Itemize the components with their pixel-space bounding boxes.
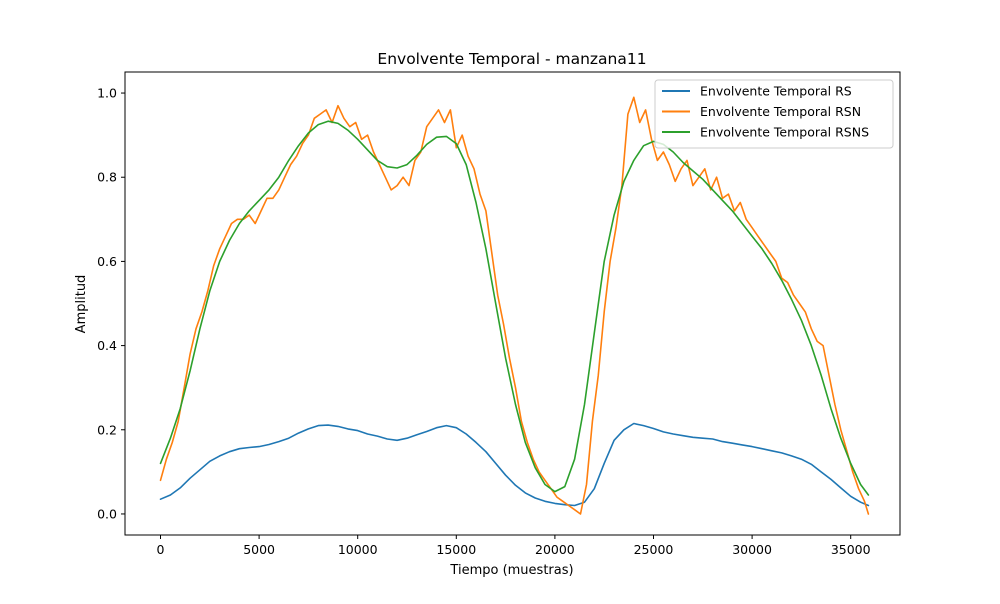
legend-box — [654, 79, 894, 149]
legend-label-3: Envolvente Temporal RSNS — [700, 125, 869, 140]
chart-title: Envolvente Temporal - manzana11 — [377, 50, 646, 68]
x-tick-label: 10000 — [338, 542, 378, 557]
series-layer — [159, 96, 870, 515]
y-tick-label: 0.2 — [97, 422, 117, 437]
y-tick-label: 0.6 — [97, 254, 117, 269]
x-axis-label: Tiempo (muestras) — [449, 563, 573, 578]
series-line-3 — [159, 120, 870, 496]
y-axis: 0.0 0.2 0.4 0.6 0.8 1.0 — [97, 86, 125, 521]
y-axis-label: Amplitud — [74, 275, 89, 334]
plot-frame — [124, 71, 901, 536]
y-tick-label: 1.0 — [97, 86, 117, 101]
x-tick-label: 0 — [157, 542, 165, 557]
x-tick-label: 35000 — [831, 542, 871, 557]
x-axis: 0 5000 10000 15000 20000 25000 30000 35000 — [157, 535, 871, 557]
x-tick-label: 15000 — [436, 542, 476, 557]
series-line-2 — [159, 96, 870, 515]
y-tick-label: 0.8 — [97, 170, 117, 185]
legend-label-1: Envolvente Temporal RS — [700, 84, 852, 99]
x-tick-label: 20000 — [535, 542, 575, 557]
legend-label-2: Envolvente Temporal RSN — [700, 104, 861, 119]
legend-items: Envolvente Temporal RS Envolvente Tempora… — [662, 84, 869, 140]
x-tick-label: 25000 — [634, 542, 674, 557]
x-tick-label: 30000 — [732, 542, 772, 557]
series-line-1 — [159, 422, 870, 507]
x-tick-label: 5000 — [243, 542, 275, 557]
legend: Envolvente Temporal RS Envolvente Tempora… — [654, 79, 894, 149]
y-tick-label: 0.4 — [97, 338, 117, 353]
y-tick-label: 0.0 — [97, 506, 117, 521]
